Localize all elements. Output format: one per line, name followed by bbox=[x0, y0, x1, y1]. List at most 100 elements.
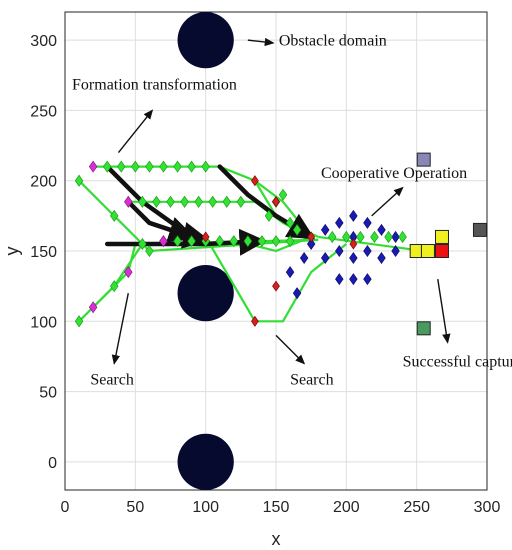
magenta-marker bbox=[124, 266, 133, 279]
formation-marker bbox=[377, 223, 386, 236]
annotations: Obstacle domain Formation transformation C… bbox=[72, 33, 512, 389]
y-tick-label: 200 bbox=[30, 174, 57, 191]
agent-marker bbox=[145, 160, 154, 173]
agent-marker bbox=[243, 235, 253, 248]
agent-marker bbox=[257, 235, 267, 248]
formation-marker bbox=[363, 244, 372, 258]
target-square bbox=[434, 229, 449, 244]
obstacle bbox=[177, 11, 234, 69]
blue-formation bbox=[285, 209, 400, 300]
red-marker bbox=[349, 238, 358, 250]
agent-marker bbox=[208, 195, 217, 208]
x-tick-label: 200 bbox=[333, 499, 360, 516]
annotation-arrow bbox=[275, 334, 306, 365]
formation-marker bbox=[321, 223, 330, 236]
black-path bbox=[126, 199, 196, 243]
agent-marker bbox=[229, 235, 239, 248]
formation-marker bbox=[349, 252, 358, 265]
y-tick-label: 0 bbox=[48, 455, 57, 472]
agent-marker bbox=[201, 160, 210, 173]
green-path bbox=[204, 236, 348, 323]
x-axis-label: x bbox=[272, 529, 281, 549]
agent-marker bbox=[236, 195, 246, 208]
x-tick-label: 250 bbox=[403, 499, 430, 516]
agent-marker bbox=[74, 315, 84, 328]
red-marker bbox=[307, 231, 316, 243]
red-marker bbox=[272, 196, 280, 208]
agent-marker bbox=[384, 230, 393, 243]
formation-marker bbox=[349, 273, 358, 286]
annotation-arrow bbox=[437, 279, 451, 344]
agent-marker bbox=[370, 230, 379, 243]
annotation-label: Search bbox=[90, 372, 134, 389]
annotation-label: Cooperative Operation bbox=[321, 165, 467, 182]
red-marker bbox=[272, 280, 280, 292]
annotation-arrow bbox=[247, 37, 275, 47]
agent-marker bbox=[285, 216, 295, 229]
magenta-marker bbox=[88, 160, 98, 173]
plot-frame bbox=[64, 11, 488, 491]
agent-marker bbox=[194, 195, 203, 208]
agent-marker bbox=[74, 174, 84, 187]
agent-marker bbox=[131, 160, 140, 173]
black-path bbox=[104, 228, 267, 256]
agent-marker bbox=[110, 209, 119, 222]
agent-marker bbox=[292, 223, 302, 236]
annotation-arrow bbox=[117, 109, 154, 154]
formation-marker bbox=[299, 252, 309, 265]
x-tick-label: 100 bbox=[192, 499, 219, 516]
target-square bbox=[416, 321, 431, 336]
red-markers bbox=[201, 175, 358, 327]
black-paths bbox=[104, 164, 316, 256]
annotation-arrow bbox=[111, 293, 129, 365]
agent-marker bbox=[166, 195, 175, 208]
obstacles bbox=[177, 11, 234, 491]
formation-marker bbox=[321, 252, 330, 265]
agent-marker bbox=[110, 280, 119, 293]
x-tick-label: 0 bbox=[61, 499, 70, 516]
green-diamonds bbox=[74, 160, 407, 328]
magenta-markers bbox=[88, 160, 168, 314]
agent-marker bbox=[328, 230, 337, 243]
agent-marker bbox=[159, 160, 168, 173]
annotation-label: Obstacle domain bbox=[279, 33, 387, 50]
annotation-label: Formation transformation bbox=[72, 76, 237, 93]
black-path bbox=[217, 164, 316, 240]
x-tick-label: 50 bbox=[126, 499, 144, 516]
magenta-marker bbox=[159, 235, 168, 248]
agent-marker bbox=[173, 235, 182, 248]
y-tick-label: 100 bbox=[30, 314, 57, 331]
agent-marker bbox=[117, 160, 126, 173]
agent-marker bbox=[342, 230, 351, 243]
agent-marker bbox=[138, 195, 147, 208]
y-tick-label: 150 bbox=[30, 244, 57, 261]
formation-marker bbox=[377, 252, 386, 265]
y-tick-label: 50 bbox=[39, 385, 57, 402]
magenta-marker bbox=[124, 195, 133, 208]
x-tick-label: 150 bbox=[263, 499, 290, 516]
agent-marker bbox=[264, 209, 274, 222]
formation-marker bbox=[335, 216, 344, 229]
formation-marker bbox=[391, 230, 400, 243]
agent-marker bbox=[102, 160, 112, 173]
obstacle bbox=[177, 433, 234, 491]
agent-marker bbox=[173, 160, 182, 173]
formation-marker bbox=[391, 244, 400, 258]
agent-marker bbox=[152, 195, 161, 208]
red-marker bbox=[251, 175, 259, 187]
target-square bbox=[420, 244, 435, 258]
agent-marker bbox=[180, 195, 189, 208]
target-square bbox=[416, 152, 431, 167]
target-squares bbox=[409, 152, 487, 336]
y-axis-label: y bbox=[2, 247, 22, 256]
formation-marker bbox=[363, 216, 372, 229]
formation-marker bbox=[292, 287, 302, 300]
formation-marker bbox=[285, 266, 295, 279]
x-tick-label: 300 bbox=[474, 499, 501, 516]
tick-labels: 0 50 100 150 200 250 300 0 50 100 150 200 250 300 bbox=[30, 33, 500, 516]
agent-marker bbox=[138, 237, 147, 250]
magenta-marker bbox=[88, 301, 98, 314]
target-square bbox=[434, 244, 449, 258]
annotation-arrow bbox=[371, 186, 404, 217]
